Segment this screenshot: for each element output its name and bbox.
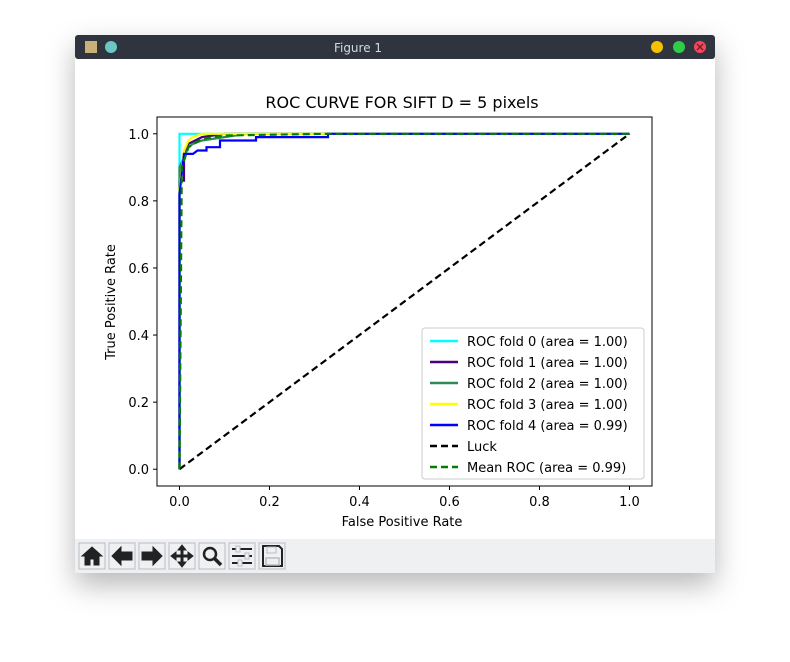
axes-frame (156, 116, 653, 487)
legend-label: Luck (467, 440, 497, 455)
y-tick-label: 0.2 (128, 396, 149, 411)
app-icon (85, 41, 97, 53)
zoom-button[interactable] (198, 542, 226, 570)
x-tick-label: 0.4 (349, 495, 370, 510)
roc-line (178, 132, 630, 470)
y-tick-label: 0.6 (128, 262, 149, 277)
maximize-button[interactable] (673, 41, 685, 53)
pan-button[interactable] (168, 542, 196, 570)
y-tick-label: 0.4 (128, 329, 149, 344)
back-button[interactable] (108, 542, 136, 570)
chart-title: ROC CURVE FOR SIFT D = 5 pixels (265, 93, 538, 112)
x-axis-label: False Positive Rate (342, 515, 463, 530)
x-tick-label: 1.0 (619, 495, 640, 510)
configure-button[interactable] (228, 542, 256, 570)
legend-label: ROC fold 0 (area = 1.00) (467, 335, 628, 350)
roc-line (178, 132, 631, 471)
y-axis-label: True Positive Rate (104, 244, 119, 361)
legend-box (421, 327, 645, 480)
close-icon (696, 43, 704, 51)
x-tick-label: 0.0 (169, 495, 190, 510)
y-tick-label: 0.0 (128, 463, 149, 478)
legend-label: ROC fold 2 (area = 1.00) (467, 377, 628, 392)
legend-label: Mean ROC (area = 0.99) (467, 461, 626, 476)
forward-button[interactable] (138, 542, 166, 570)
title-bar (75, 35, 715, 59)
x-tick-label: 0.2 (259, 495, 280, 510)
x-tick-label: 0.6 (439, 495, 460, 510)
legend-label: ROC fold 1 (area = 1.00) (467, 356, 628, 371)
minimize-button[interactable] (651, 41, 663, 53)
roc-line (178, 132, 630, 470)
save-button[interactable] (258, 542, 286, 570)
y-tick-label: 0.8 (128, 195, 149, 210)
home-button[interactable] (78, 542, 106, 570)
x-tick-label: 0.8 (529, 495, 550, 510)
pin-button[interactable] (105, 41, 117, 53)
y-tick-label: 1.0 (128, 128, 149, 143)
window-title: Figure 1 (334, 41, 382, 55)
legend-label: ROC fold 3 (area = 1.00) (467, 398, 628, 413)
legend-label: ROC fold 4 (area = 0.99) (467, 419, 628, 434)
